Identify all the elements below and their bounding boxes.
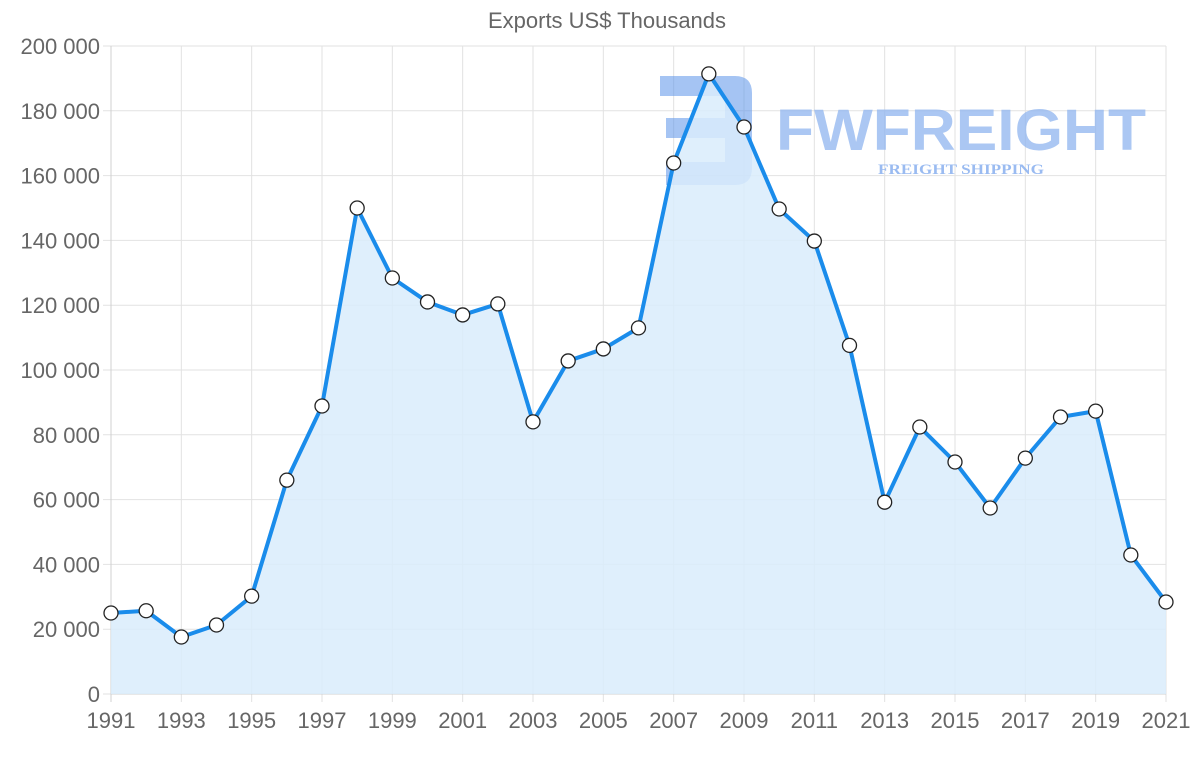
x-tick-label: 1997	[298, 708, 347, 733]
data-point[interactable]	[384, 270, 400, 286]
x-tick-label: 2001	[438, 708, 487, 733]
data-point[interactable]	[666, 155, 682, 171]
data-points	[103, 66, 1174, 645]
data-point[interactable]	[314, 398, 330, 414]
data-point[interactable]	[1052, 409, 1069, 425]
data-point[interactable]	[630, 320, 647, 336]
brand-tagline: FREIGHT SHIPPING	[878, 162, 1044, 178]
y-tick-label: 20 000	[33, 617, 100, 642]
x-tick-label: 2013	[860, 708, 909, 733]
data-point[interactable]	[982, 500, 998, 516]
y-tick-label: 60 000	[33, 488, 100, 513]
y-tick-label: 180 000	[20, 99, 100, 124]
y-axis: 200 000 180 000 160 000 140 000 120 000 100 0…	[20, 34, 100, 707]
x-axis: 1991 1993 1995 1997 1999 2001 2003 2005 2007 2009…	[87, 708, 1191, 733]
y-tick-label: 40 000	[33, 552, 100, 577]
x-tick-label: 2017	[1001, 708, 1050, 733]
data-point[interactable]	[1017, 450, 1033, 466]
x-tick-label: 2003	[509, 708, 558, 733]
data-point[interactable]	[771, 201, 787, 217]
y-tick-label: 80 000	[33, 423, 100, 448]
data-point[interactable]	[208, 617, 225, 633]
x-tick-label: 2011	[791, 708, 838, 733]
data-point[interactable]	[736, 119, 752, 135]
y-tick-label: 100 000	[20, 358, 100, 383]
data-point[interactable]	[1123, 547, 1139, 563]
data-point[interactable]	[595, 341, 611, 357]
data-point[interactable]	[173, 629, 189, 645]
chart-title: Exports US$ Thousands	[487, 8, 727, 33]
y-tick-label: 160 000	[20, 164, 100, 189]
data-point[interactable]	[841, 337, 858, 354]
data-point[interactable]	[912, 419, 928, 435]
x-tick-label: 2005	[579, 708, 628, 733]
data-point[interactable]	[138, 603, 154, 619]
x-tick-label: 1995	[227, 708, 276, 733]
x-tick-label: 1991	[87, 708, 136, 733]
data-point[interactable]	[947, 454, 963, 470]
y-tick-label: 120 000	[20, 293, 100, 318]
x-tick-label: 2015	[931, 708, 980, 733]
x-tick-label: 1999	[368, 708, 417, 733]
x-tick-label: 2019	[1071, 708, 1120, 733]
x-tick-label: 2009	[720, 708, 769, 733]
data-point[interactable]	[419, 294, 436, 310]
x-tick-label: 2021	[1142, 708, 1191, 733]
data-point[interactable]	[279, 472, 295, 488]
data-point[interactable]	[455, 307, 471, 323]
area-fill	[111, 73, 1166, 694]
data-point[interactable]	[525, 414, 541, 430]
x-tick-label: 1993	[157, 708, 206, 733]
data-point[interactable]	[1088, 403, 1104, 419]
data-point[interactable]	[877, 494, 893, 510]
data-point[interactable]	[349, 200, 365, 216]
brand-name: FWFREIGHT	[776, 98, 1146, 163]
data-point[interactable]	[244, 588, 260, 604]
y-tick-label: 0	[88, 682, 100, 707]
data-point[interactable]	[1158, 594, 1174, 610]
data-point[interactable]	[490, 296, 506, 312]
y-tick-label: 140 000	[20, 228, 100, 253]
y-tick-label: 200 000	[20, 34, 100, 59]
data-point[interactable]	[103, 605, 119, 621]
data-point[interactable]	[560, 353, 576, 369]
data-point[interactable]	[701, 66, 717, 82]
x-tick-label: 2007	[649, 708, 698, 733]
data-point[interactable]	[806, 233, 822, 249]
